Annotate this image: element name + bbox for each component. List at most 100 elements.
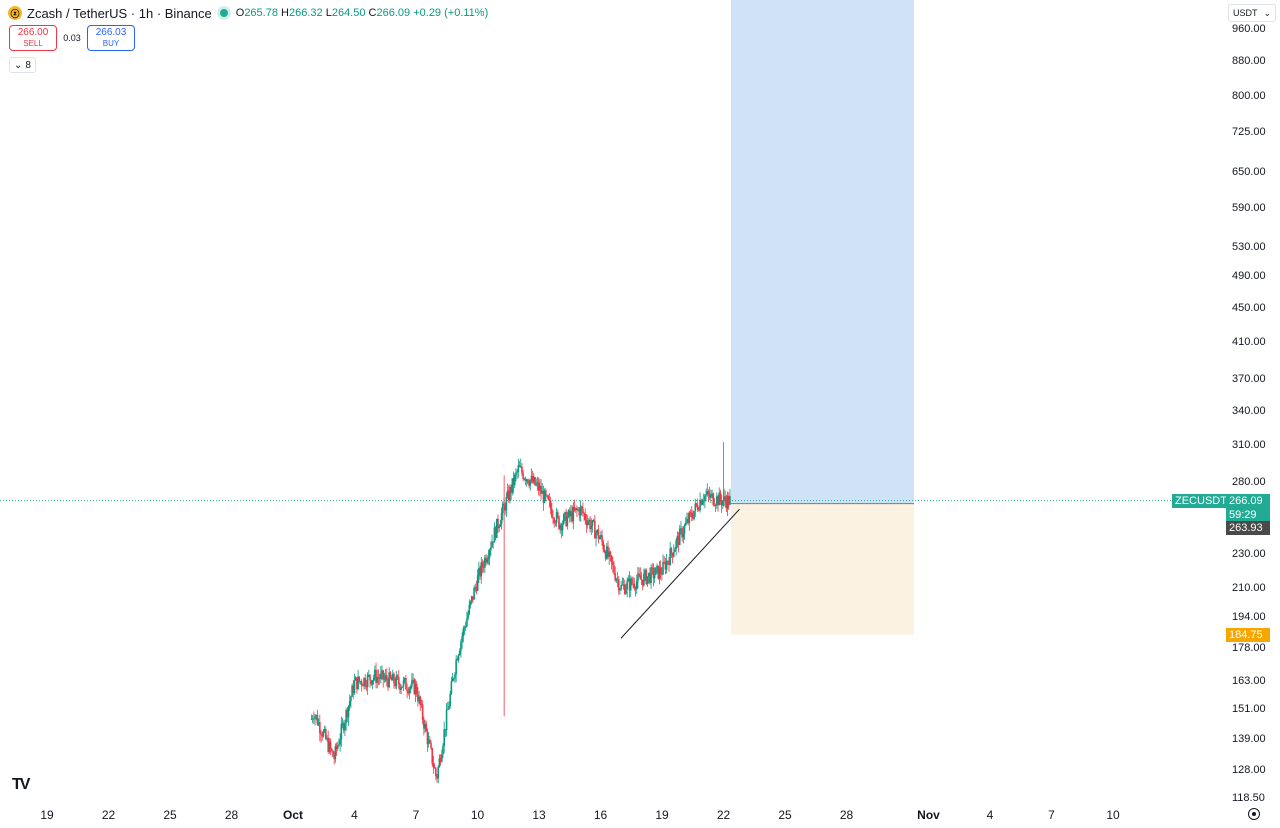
- candle-body: [417, 694, 419, 702]
- candle-body: [414, 683, 417, 694]
- candle-body: [661, 573, 663, 575]
- candle-body: [418, 696, 420, 702]
- candle-body: [515, 472, 517, 475]
- price-axis-label: 490.00: [1232, 270, 1266, 283]
- price-axis-label: 650.00: [1232, 166, 1266, 179]
- candle-body: [655, 567, 657, 575]
- price-axis-label: 590.00: [1232, 201, 1266, 214]
- price-axis-label: 210.00: [1232, 581, 1266, 594]
- candle-body: [401, 686, 404, 688]
- candle-body: [496, 518, 498, 538]
- candle-body: [608, 551, 611, 557]
- candle-body: [390, 677, 393, 681]
- candle-body: [682, 533, 685, 538]
- candle-body: [396, 675, 399, 678]
- chart-area[interactable]: ⓩ Zcash / TetherUS · 1h · Binance O265.7…: [0, 0, 1224, 800]
- settings-icon[interactable]: [1248, 808, 1260, 820]
- candle-body: [674, 548, 676, 552]
- stop-loss-zone[interactable]: [731, 503, 914, 635]
- candle-body: [628, 578, 631, 591]
- candle-body: [464, 626, 467, 628]
- take-profit-zone[interactable]: [731, 0, 914, 504]
- price-axis-label: 370.00: [1232, 373, 1266, 386]
- price-chart[interactable]: [0, 0, 1224, 800]
- candle-body: [614, 573, 616, 581]
- candle-body: [394, 683, 396, 687]
- candle-body: [576, 508, 578, 511]
- candle-body: [524, 478, 527, 482]
- candle-body: [458, 650, 461, 655]
- candle-body: [476, 575, 479, 591]
- candle-body: [350, 696, 352, 702]
- candle-body: [687, 518, 689, 524]
- candle-body: [684, 522, 687, 526]
- candle-body: [621, 584, 624, 586]
- candle-body: [357, 676, 359, 690]
- candle-body: [543, 490, 546, 503]
- buy-button[interactable]: 266.03 BUY: [87, 25, 135, 51]
- candle-body: [482, 567, 485, 568]
- candle-body: [645, 570, 648, 585]
- price-axis[interactable]: 960.00 880.00 800.00 725.00 650.00 590.00 530.…: [1224, 0, 1280, 828]
- candle-body: [713, 504, 716, 506]
- candle-body: [711, 493, 713, 495]
- candle-body: [320, 733, 322, 735]
- candle-body: [610, 555, 613, 563]
- time-axis-label: 22: [716, 808, 731, 822]
- time-axis-label: 28: [224, 808, 239, 822]
- candle-body: [507, 490, 510, 501]
- candle-body: [633, 583, 636, 588]
- candle-body: [442, 745, 444, 755]
- candle-body: [668, 561, 670, 566]
- candle-body: [393, 673, 395, 684]
- candle-body: [372, 677, 375, 681]
- candle-body: [632, 583, 634, 585]
- sell-button[interactable]: 266.00 SELL: [9, 25, 57, 51]
- candle-body: [512, 478, 515, 486]
- currency-selector[interactable]: USDT ⌄: [1228, 4, 1276, 22]
- candle-body: [626, 581, 628, 590]
- indicators-toggle[interactable]: ⌄ 8: [9, 57, 36, 73]
- candle-body: [606, 546, 608, 559]
- candle-body: [506, 490, 509, 498]
- candle-body: [345, 709, 347, 723]
- candle-body: [649, 572, 651, 583]
- candle-body: [493, 527, 496, 543]
- candle-body: [368, 674, 370, 676]
- candle-body: [540, 485, 542, 494]
- candle-body: [454, 674, 456, 679]
- candle-body: [395, 675, 398, 687]
- candle-body: [720, 500, 723, 506]
- candle-body: [572, 506, 575, 522]
- candle-body: [657, 565, 660, 579]
- candle-body: [332, 750, 334, 757]
- symbol-title[interactable]: Zcash / TetherUS · 1h · Binance: [27, 5, 212, 21]
- price-axis-label: 163.00: [1232, 674, 1266, 687]
- market-open-icon: [219, 9, 228, 17]
- candle-body: [360, 681, 363, 686]
- candle-body: [314, 716, 316, 720]
- price-axis-label: 151.00: [1232, 702, 1266, 715]
- stop-price-tag: 184.75: [1226, 627, 1270, 642]
- candle-body: [342, 722, 345, 731]
- time-axis-label: 22: [101, 808, 116, 822]
- candle-body: [596, 529, 599, 533]
- candle-body: [546, 495, 548, 497]
- candle-body: [613, 565, 615, 574]
- price-axis-label: 310.00: [1232, 438, 1266, 451]
- candle-body: [678, 528, 681, 546]
- time-axis[interactable]: 19 22 25 28 Oct 4 7 10 13 16 19 22 25 28 Nov 4 7 10: [0, 800, 1224, 828]
- candle-body: [463, 627, 466, 629]
- candle-body: [696, 505, 699, 510]
- candle-body: [517, 465, 520, 472]
- candle-body: [380, 673, 382, 679]
- candle-body: [573, 506, 576, 511]
- candle-body: [421, 704, 424, 720]
- candle-body: [556, 512, 559, 517]
- trendline[interactable]: [620, 508, 740, 639]
- candle-body: [615, 579, 618, 581]
- candle-body: [549, 500, 552, 509]
- tradingview-logo-icon[interactable]: TV: [12, 776, 31, 793]
- candle-body: [663, 561, 666, 563]
- time-axis-label: 4: [986, 808, 994, 822]
